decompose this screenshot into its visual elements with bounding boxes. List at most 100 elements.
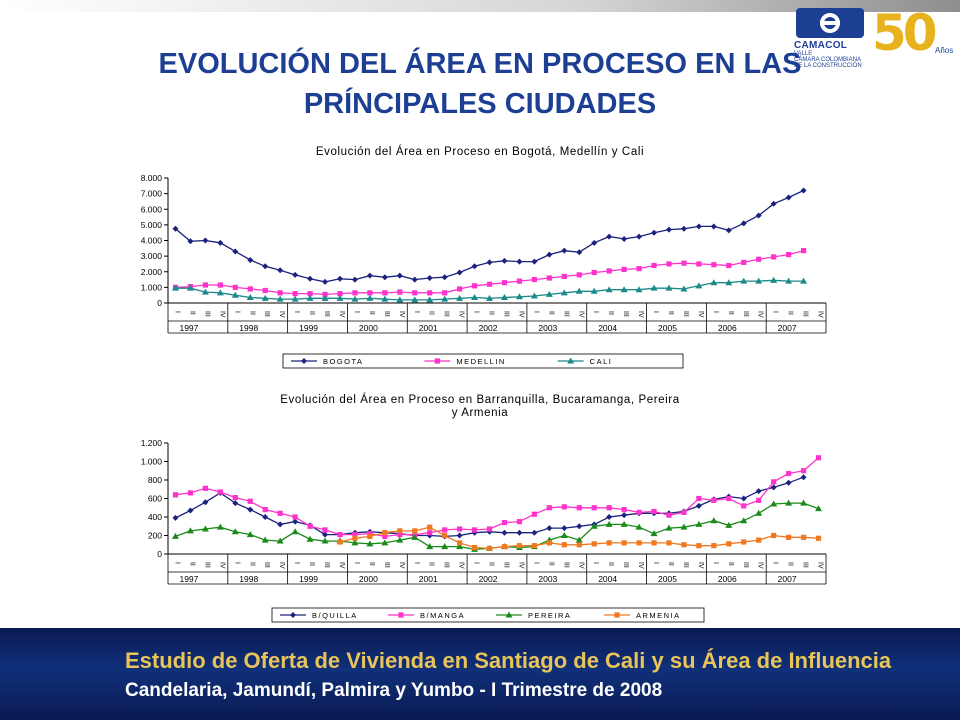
chart2-point-pereira	[740, 517, 748, 524]
chart1-point-medellin	[217, 282, 223, 288]
chart1-point-cali	[381, 295, 389, 302]
chart2-year-label: 2003	[538, 574, 557, 584]
chart2-quarter-label: IV	[757, 562, 764, 569]
chart1-quarter-label: III	[383, 311, 390, 317]
chart2-point-bmanga	[666, 512, 672, 518]
chart2-point-pereira	[590, 522, 598, 529]
chart1-y-tick-label: 6.000	[141, 204, 163, 214]
chart1-y-tick-label: 5.000	[141, 220, 163, 230]
chart2-point-bquilla	[695, 502, 702, 509]
chart2-point-armenia	[576, 542, 582, 548]
chart2-legend-marker-pereira	[505, 611, 513, 618]
chart2-quarter-label: III	[562, 562, 569, 568]
chart2-point-bquilla	[322, 531, 329, 538]
chart2-point-pereira	[351, 539, 359, 546]
logo-anos-label: Años	[935, 46, 954, 55]
chart1-quarter-label: IV	[757, 311, 764, 318]
chart2-point-bquilla	[486, 528, 493, 535]
chart1-point-cali	[456, 294, 464, 301]
chart2-point-pereira	[276, 537, 284, 544]
chart2-point-pereira	[456, 543, 464, 550]
chart1-point-bogota	[576, 249, 583, 256]
chart1-point-cali	[306, 294, 314, 301]
chart2-quarter-label: IV	[517, 562, 524, 569]
camacol-emblem-icon	[796, 8, 864, 38]
chart1-point-bogota	[366, 272, 373, 279]
logo-brand-name: CAMACOL	[794, 40, 848, 51]
chart2-quarter-label: III	[802, 562, 809, 568]
chart1-point-bogota	[546, 251, 553, 258]
chart1-point-medellin	[427, 290, 433, 296]
chart2-year-label: 2001	[419, 574, 438, 584]
chart1-line-medellin	[175, 250, 804, 296]
chart1-quarter-label: I	[413, 311, 420, 313]
chart2-point-bmanga	[277, 510, 283, 516]
chart1-quarter-label: III	[502, 311, 509, 317]
chart1-point-cali	[291, 295, 299, 302]
chart1-point-bogota	[800, 187, 807, 194]
chart2-legend-marker-armenia	[614, 612, 620, 618]
chart1-year-label: 2000	[359, 323, 378, 333]
chart2-point-pereira	[770, 500, 778, 507]
chart1-point-cali	[740, 277, 748, 284]
chart2-point-pereira	[755, 509, 763, 516]
chart2-point-bmanga	[576, 505, 582, 511]
chart1-point-medellin	[322, 291, 328, 298]
chart2-quarter-label: I	[532, 562, 539, 564]
chart2-point-bmanga	[771, 479, 777, 485]
chart1-point-bogota	[725, 227, 732, 234]
chart1-quarter-label: II	[188, 311, 195, 315]
chart1-y-tick-label: 1.000	[141, 282, 163, 292]
chart2-year-label: 1997	[179, 574, 198, 584]
chart2-legend	[271, 607, 705, 623]
chart2-quarter-label: IV	[278, 562, 285, 569]
chart1-point-cali	[336, 294, 344, 301]
chart2-y-tick-label: 1.000	[141, 457, 163, 467]
chart1-quarter-label: IV	[817, 311, 824, 318]
chart2-point-bmanga	[800, 468, 807, 474]
chart1-legend-label-bogota: BOGOTA	[323, 357, 364, 366]
chart2-point-armenia	[427, 524, 433, 530]
chart2-quarter-label: III	[742, 562, 749, 568]
chart1-point-bogota	[695, 223, 702, 230]
chart1-point-cali	[411, 296, 419, 303]
chart1-point-cali	[246, 294, 254, 301]
chart2-quarter-label: II	[727, 562, 734, 566]
chart1-quarter-label: I	[772, 311, 779, 313]
chart1-point-cali	[366, 294, 374, 301]
chart2-quarter-label: I	[772, 562, 779, 564]
logo-anniversary-number: 50	[872, 4, 938, 62]
chart2-point-bmanga	[307, 523, 313, 529]
chart2-point-bmanga	[397, 531, 403, 538]
chart2-point-armenia	[486, 545, 493, 552]
chart2-point-armenia	[442, 532, 448, 539]
chart2-quarter-label: I	[473, 562, 480, 564]
chart1-quarter-label: III	[323, 311, 330, 317]
chart1-point-cali	[665, 284, 673, 291]
chart1-quarter-label: II	[428, 311, 435, 315]
chart2-quarter-label: IV	[338, 562, 345, 569]
chart2-point-bmanga	[486, 526, 493, 532]
chart1-point-cali	[441, 295, 449, 302]
chart2-point-bquilla	[561, 525, 568, 532]
chart1-quarter-label: II	[308, 311, 315, 315]
chart1-point-bogota	[247, 257, 254, 264]
chart1-point-medellin	[382, 290, 388, 296]
chart2-point-pereira	[201, 525, 209, 532]
chart2-point-bquilla	[755, 488, 762, 495]
chart2-legend-label-bmanga: B/MANGA	[420, 611, 465, 620]
chart2-point-pereira	[815, 505, 823, 512]
chart2-legend-marker-bquilla	[290, 612, 296, 618]
chart2-point-bquilla	[770, 484, 777, 491]
chart1-quarter-label: IV	[398, 311, 405, 318]
chart2-point-pereira	[216, 523, 224, 530]
chart2-point-armenia	[606, 540, 612, 546]
logo-sub-construccion: DE LA CONSTRUCCIÓN	[794, 63, 862, 69]
chart2-point-armenia	[471, 544, 478, 551]
chart1-point-medellin	[561, 273, 567, 280]
chart1-quarter-label: II	[488, 311, 495, 315]
chart1-point-bogota	[187, 238, 194, 245]
chart2-point-pereira	[321, 537, 329, 544]
chart2-point-bmanga	[292, 514, 298, 520]
chart1-quarter-label: IV	[517, 311, 524, 318]
